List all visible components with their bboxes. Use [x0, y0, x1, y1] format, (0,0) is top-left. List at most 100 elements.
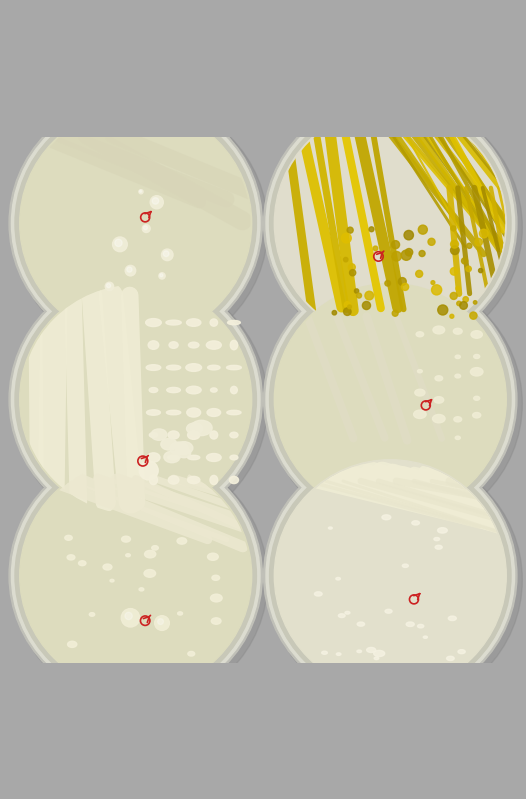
Ellipse shape: [438, 527, 447, 533]
Ellipse shape: [67, 642, 77, 647]
Ellipse shape: [416, 332, 423, 337]
Ellipse shape: [230, 455, 238, 460]
Ellipse shape: [357, 622, 365, 626]
Ellipse shape: [435, 545, 442, 549]
Ellipse shape: [264, 273, 517, 526]
Ellipse shape: [455, 355, 460, 359]
Ellipse shape: [435, 376, 443, 381]
Ellipse shape: [275, 107, 506, 340]
Ellipse shape: [401, 284, 409, 290]
Ellipse shape: [365, 292, 373, 300]
Ellipse shape: [423, 636, 428, 638]
Ellipse shape: [269, 279, 511, 520]
Ellipse shape: [404, 230, 413, 240]
Ellipse shape: [467, 243, 472, 248]
Ellipse shape: [19, 459, 252, 692]
Ellipse shape: [19, 107, 252, 340]
Ellipse shape: [187, 408, 200, 417]
Ellipse shape: [149, 432, 158, 437]
Ellipse shape: [341, 233, 351, 243]
Ellipse shape: [161, 249, 173, 260]
Ellipse shape: [470, 312, 477, 320]
Ellipse shape: [125, 612, 133, 620]
Ellipse shape: [149, 388, 158, 392]
Ellipse shape: [434, 538, 440, 541]
Ellipse shape: [266, 275, 514, 524]
Ellipse shape: [266, 451, 514, 700]
Ellipse shape: [177, 448, 190, 458]
Ellipse shape: [103, 564, 112, 570]
Ellipse shape: [208, 365, 220, 370]
Ellipse shape: [348, 305, 351, 308]
Ellipse shape: [373, 650, 385, 657]
Ellipse shape: [418, 225, 427, 234]
Ellipse shape: [161, 439, 177, 450]
Ellipse shape: [188, 342, 199, 348]
Ellipse shape: [456, 287, 460, 291]
Ellipse shape: [175, 442, 193, 455]
Ellipse shape: [480, 229, 488, 238]
Ellipse shape: [418, 624, 424, 628]
Ellipse shape: [144, 226, 147, 230]
Ellipse shape: [167, 388, 180, 392]
Ellipse shape: [336, 653, 341, 655]
Ellipse shape: [275, 459, 506, 692]
Ellipse shape: [146, 319, 161, 327]
Ellipse shape: [146, 364, 161, 371]
Ellipse shape: [210, 319, 218, 326]
Ellipse shape: [110, 579, 114, 582]
Ellipse shape: [67, 555, 75, 560]
Ellipse shape: [12, 99, 260, 348]
Ellipse shape: [431, 284, 442, 295]
Ellipse shape: [474, 396, 480, 400]
Ellipse shape: [385, 280, 390, 286]
Ellipse shape: [269, 102, 511, 344]
Ellipse shape: [188, 651, 195, 656]
Ellipse shape: [416, 270, 423, 277]
Ellipse shape: [188, 476, 200, 483]
Ellipse shape: [343, 308, 351, 316]
Ellipse shape: [168, 431, 179, 439]
Ellipse shape: [322, 651, 327, 654]
Ellipse shape: [160, 274, 163, 276]
Ellipse shape: [385, 610, 392, 613]
Ellipse shape: [415, 389, 425, 396]
Ellipse shape: [398, 277, 406, 285]
Ellipse shape: [367, 647, 376, 653]
Ellipse shape: [347, 227, 353, 233]
Ellipse shape: [210, 431, 218, 439]
Ellipse shape: [431, 280, 435, 284]
Ellipse shape: [357, 293, 361, 298]
Ellipse shape: [473, 355, 480, 359]
Ellipse shape: [65, 535, 72, 540]
Ellipse shape: [349, 269, 356, 276]
Ellipse shape: [15, 279, 257, 520]
Ellipse shape: [207, 408, 220, 416]
Ellipse shape: [166, 365, 181, 370]
Ellipse shape: [451, 246, 459, 255]
Ellipse shape: [207, 454, 221, 462]
Ellipse shape: [406, 248, 413, 256]
Ellipse shape: [164, 451, 180, 463]
Ellipse shape: [362, 301, 370, 309]
Ellipse shape: [458, 650, 465, 654]
Ellipse shape: [264, 449, 517, 702]
Ellipse shape: [149, 475, 157, 485]
Ellipse shape: [473, 300, 477, 304]
Ellipse shape: [148, 341, 159, 349]
Ellipse shape: [158, 618, 164, 625]
Ellipse shape: [392, 252, 401, 261]
Ellipse shape: [412, 521, 419, 525]
Ellipse shape: [230, 432, 238, 438]
Ellipse shape: [450, 268, 458, 275]
Ellipse shape: [454, 417, 462, 422]
Ellipse shape: [211, 618, 221, 624]
Ellipse shape: [126, 554, 130, 557]
Ellipse shape: [147, 453, 160, 462]
Ellipse shape: [275, 284, 506, 515]
Ellipse shape: [122, 536, 130, 542]
Ellipse shape: [142, 225, 150, 233]
Ellipse shape: [105, 282, 114, 291]
Ellipse shape: [451, 226, 456, 231]
Ellipse shape: [210, 388, 217, 392]
